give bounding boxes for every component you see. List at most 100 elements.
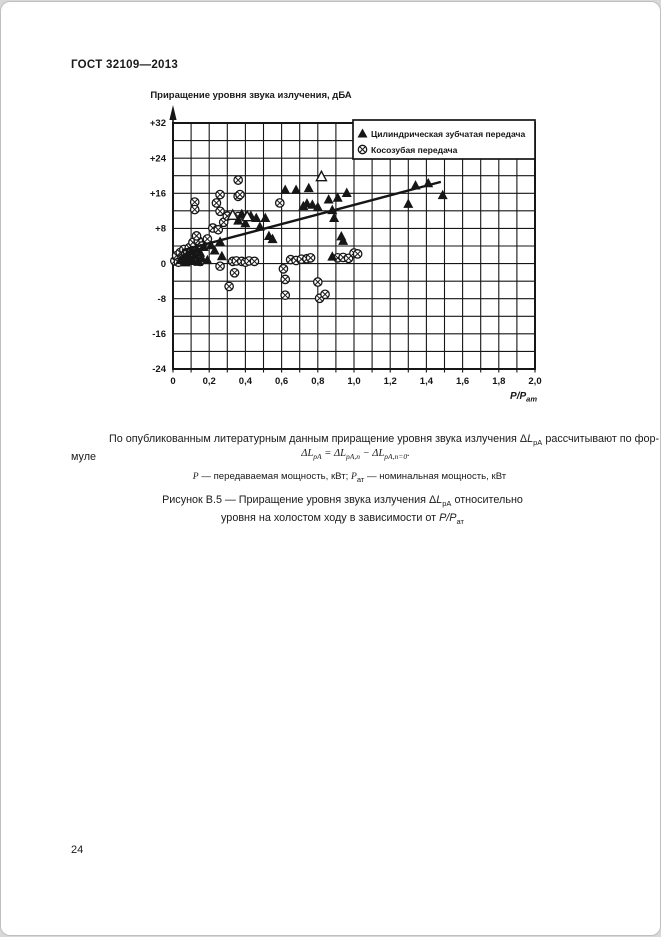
- data-point-triangle: [291, 184, 302, 194]
- x-tick-label: 0: [170, 376, 175, 387]
- data-point-triangle: [198, 241, 209, 251]
- paragraph-text: рассчитывают по фор-: [542, 432, 660, 445]
- data-point-triangle-open: [241, 209, 254, 222]
- y-tick-label: +32: [150, 118, 166, 129]
- caption-subscript: ат: [456, 517, 464, 527]
- data-point-triangle: [329, 212, 340, 222]
- legend-label-helical-gear: Косозубая передача: [371, 145, 458, 155]
- definition-text: — передаваемая мощность, кВт;: [198, 471, 351, 482]
- data-point-triangle: [209, 245, 220, 255]
- x-tick-label: 0,8: [311, 376, 324, 387]
- x-tick-label: 0,6: [275, 376, 288, 387]
- paragraph-text: По опубликованным литературным данным пр…: [109, 432, 528, 445]
- data-point-triangle: [403, 198, 414, 208]
- scatter-chart: +32 +24 +16 +8 0 -8 -16 -24 0 0,2 0,4 0,6 0,8 1,0 1,2 1…: [150, 105, 542, 404]
- x-tick-label: 2,0: [528, 376, 541, 387]
- x-axis-title: P/Pат: [510, 391, 537, 404]
- formula-subscript: pA: [313, 452, 322, 462]
- data-point-circle-slash: [280, 265, 287, 273]
- caption-text: Рисунок В.5 — Приращение уровня звука из…: [162, 494, 437, 506]
- data-point-triangle: [423, 177, 434, 188]
- data-point-triangle: [341, 187, 352, 197]
- page-number: 24: [71, 844, 84, 856]
- delta-L-subscript: pA: [533, 437, 543, 447]
- symbol-P-at: P: [350, 471, 357, 482]
- data-point-triangle: [327, 251, 338, 261]
- paragraph-text: муле: [71, 450, 97, 463]
- data-point-triangle: [332, 192, 343, 202]
- data-point-triangle: [303, 182, 314, 193]
- data-point-triangle-open: [315, 169, 328, 182]
- data-point-triangle: [260, 212, 271, 222]
- body-paragraph: По опубликованным литературным данным пр…: [71, 432, 659, 465]
- x-tick-label: 1,2: [384, 376, 397, 387]
- data-point-circle-slash: [216, 208, 224, 215]
- data-point-triangle: [216, 250, 227, 261]
- formula-part: L: [307, 448, 314, 459]
- formula: ΔLpA = ΔLpA,п − ΔLpA,п=0.: [1, 448, 660, 462]
- data-point-circle-slash: [251, 258, 258, 265]
- caption-text: относительно: [451, 494, 523, 506]
- y-tick-label: -24: [152, 364, 166, 375]
- data-point-triangle: [240, 217, 251, 228]
- x-tick-label: 1,8: [492, 376, 505, 387]
- data-point-triangle: [437, 189, 448, 200]
- chart-y-axis-title: Приращение уровня звука излучения, дБА: [150, 90, 352, 101]
- data-point-triangle: [323, 194, 334, 204]
- symbol-P-at-subscript: ат: [356, 474, 365, 484]
- data-point-triangle: [202, 254, 213, 265]
- data-point-circle-slash: [234, 176, 242, 184]
- data-point-circle-slash: [359, 146, 366, 153]
- x-tick-label: 0,4: [239, 376, 253, 387]
- formula-part: = Δ: [321, 448, 341, 459]
- legend-triangle-icon: [357, 128, 368, 138]
- data-point-triangle: [312, 201, 323, 212]
- data-point-circle-slash: [321, 291, 329, 298]
- delta-L-symbol: L: [527, 432, 534, 445]
- data-point-triangle: [254, 221, 265, 231]
- data-point-circle-slash: [204, 235, 211, 243]
- data-point-triangle: [327, 204, 338, 215]
- formula-subscript: pA,п: [345, 452, 360, 462]
- formula-part: .: [407, 448, 410, 459]
- data-point-circle-slash: [236, 191, 244, 198]
- data-point-circle-slash: [282, 276, 289, 283]
- symbol-definitions: P — передаваемая мощность, кВт; Pат — но…: [1, 471, 660, 484]
- x-tick-label: 1,6: [456, 376, 469, 387]
- data-point-circle-slash: [215, 226, 222, 233]
- x-tick-label: 0,2: [203, 376, 216, 387]
- data-point-circle-slash: [307, 254, 314, 262]
- data-point-triangle: [196, 253, 207, 263]
- trend-line: [181, 180, 442, 252]
- y-tick-label: +8: [155, 224, 166, 235]
- data-point-circle-slash: [189, 239, 197, 246]
- data-point-circle-slash: [276, 199, 283, 207]
- document-number: ГОСТ 32109—2013: [71, 59, 179, 71]
- data-point-circle-slash: [191, 198, 198, 206]
- data-point-circle-slash: [220, 219, 227, 226]
- y-tick-label: +24: [150, 153, 167, 164]
- data-point-circle-slash: [282, 291, 289, 299]
- data-point-triangle: [307, 199, 318, 209]
- caption-text: уровня на холостом ходу в зависимости от: [221, 512, 440, 525]
- data-point-triangle: [251, 212, 262, 222]
- x-tick-label: 1,4: [420, 376, 434, 387]
- y-tick-label: -8: [158, 294, 166, 305]
- legend-box: [352, 119, 536, 160]
- data-point-triangle: [215, 236, 226, 246]
- caption-symbol: P/P: [439, 512, 457, 525]
- figure-caption: Рисунок В.5 — Приращение уровня звука из…: [1, 493, 660, 529]
- formula-part: L: [378, 448, 385, 459]
- symbol-P: P: [192, 471, 199, 482]
- y-tick-label: +16: [150, 188, 166, 199]
- data-point-circle-slash: [191, 206, 198, 213]
- caption-subscript: pA: [442, 499, 452, 509]
- data-point-circle-slash: [231, 269, 238, 277]
- data-point-circle-slash: [193, 232, 200, 240]
- data-point-triangle: [338, 235, 349, 245]
- data-point-circle-slash: [345, 255, 352, 262]
- data-point-circle-slash: [316, 295, 323, 302]
- x-tick-label: 1,0: [347, 376, 360, 387]
- data-point-triangle: [206, 239, 217, 250]
